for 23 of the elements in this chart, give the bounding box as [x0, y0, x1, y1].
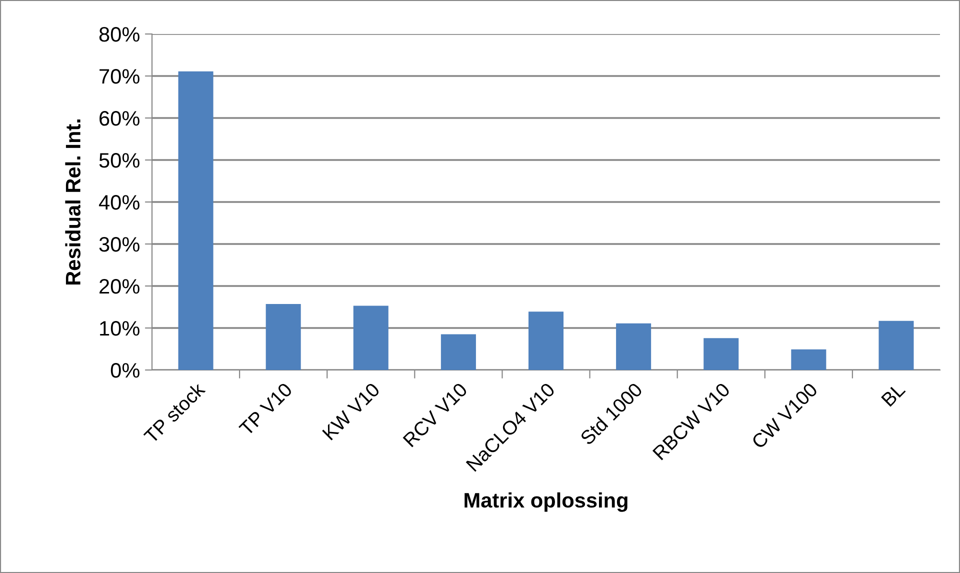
x-tick-label: BL — [881, 382, 906, 407]
x-tick-label: TP V10 — [238, 382, 293, 437]
y-tick-label: 0% — [110, 363, 140, 378]
y-tick-label: 30% — [99, 237, 140, 252]
y-tick-label: 10% — [100, 321, 140, 336]
y-tick-label: 80% — [99, 27, 140, 42]
y-tick-label: 60% — [100, 111, 140, 126]
bar — [616, 323, 652, 370]
bar — [266, 304, 301, 370]
y-axis-title: Residual Rel. Int. — [65, 120, 80, 285]
y-tick-label: 20% — [100, 279, 140, 294]
bar — [178, 71, 214, 370]
x-axis-title: Matrix oplossing — [464, 492, 628, 512]
y-tick-label: 40% — [98, 195, 140, 210]
x-tick-label: KW V10 — [322, 382, 380, 441]
y-tick-label: 70% — [100, 69, 140, 84]
bar — [353, 306, 388, 370]
bar — [878, 320, 914, 370]
y-tick-label: 50% — [99, 153, 140, 168]
bar — [528, 312, 564, 370]
bar — [440, 334, 476, 370]
bar — [791, 349, 826, 370]
bar — [704, 338, 739, 370]
